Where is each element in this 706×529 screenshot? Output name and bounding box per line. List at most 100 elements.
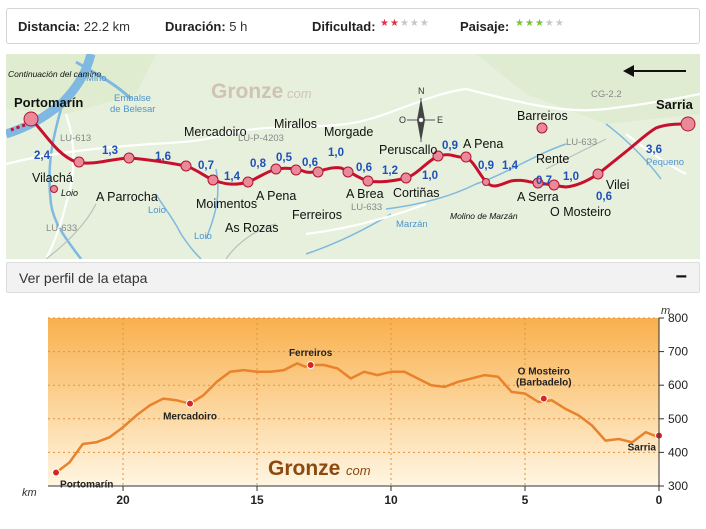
profile-point-label: Sarria bbox=[628, 443, 657, 454]
place-marker[interactable] bbox=[180, 160, 192, 172]
profile-point-label: Portomarín bbox=[60, 480, 113, 491]
place-portomarin[interactable]: Portomarín bbox=[14, 95, 84, 110]
star-icon: ★ bbox=[409, 18, 420, 29]
place-a-serra[interactable]: A Serra bbox=[517, 190, 559, 204]
place-marker[interactable] bbox=[342, 166, 354, 178]
profile-section-header[interactable]: Ver perfil de la etapa − bbox=[6, 262, 700, 293]
profile-point-sublabel: (Barbadelo) bbox=[516, 378, 572, 389]
road-lu633-a: LU-633 bbox=[46, 223, 78, 234]
road-cg22: CG-2.2 bbox=[591, 89, 622, 100]
place-ferreiros[interactable]: Ferreiros bbox=[292, 208, 343, 222]
place-marker[interactable] bbox=[536, 122, 548, 134]
place-mercadoiro[interactable]: Mercadoiro bbox=[184, 125, 247, 139]
place-marker[interactable] bbox=[548, 179, 560, 191]
place-marker[interactable] bbox=[592, 168, 604, 180]
y-tick-label: 500 bbox=[668, 412, 688, 426]
place-marker[interactable] bbox=[23, 111, 39, 127]
place-vilacha[interactable]: Vilachá bbox=[32, 171, 73, 185]
place-marker[interactable] bbox=[73, 156, 85, 168]
profile-brand-suffix: com bbox=[346, 463, 371, 478]
place-loio[interactable]: Loio bbox=[61, 188, 79, 198]
difficulty-stat: Dificultad: bbox=[312, 19, 376, 34]
roads-grey bbox=[45, 138, 607, 259]
place-as-rozas[interactable]: As Rozas bbox=[225, 221, 279, 235]
place-marker[interactable] bbox=[207, 174, 219, 186]
y-axis-label: m bbox=[661, 305, 670, 317]
place-marker[interactable] bbox=[482, 178, 490, 186]
map-canvas: Gronze com N O E bbox=[6, 54, 700, 259]
profile-header-title[interactable]: Ver perfil de la etapa bbox=[19, 270, 148, 286]
y-tick-label: 600 bbox=[668, 378, 688, 392]
duration-value: 5 h bbox=[229, 19, 248, 34]
segment-distance: 0,5 bbox=[276, 152, 292, 164]
place-vilei[interactable]: Vilei bbox=[606, 178, 630, 192]
place-marker[interactable] bbox=[312, 166, 324, 178]
profile-point bbox=[52, 468, 61, 477]
segment-distance: 1,4 bbox=[224, 171, 240, 183]
place-moimentos[interactable]: Moimentos bbox=[196, 197, 258, 211]
place-marker[interactable] bbox=[432, 150, 444, 162]
x-tick-label: 20 bbox=[116, 493, 130, 507]
road-lu633-c: LU-633 bbox=[566, 137, 598, 148]
place-rente[interactable]: Rente bbox=[536, 152, 570, 166]
profile-point bbox=[539, 394, 548, 403]
elevation-profile-svg: Gronze com Portomarín Mercadoiro Ferreiros… bbox=[22, 305, 688, 507]
water-loio-2: Loio bbox=[194, 231, 212, 242]
plot-area bbox=[48, 318, 659, 486]
segment-distance: 0,8 bbox=[250, 158, 266, 170]
place-marker[interactable] bbox=[400, 172, 412, 184]
segment-distance: 1,3 bbox=[102, 145, 118, 157]
landscape-stat: Paisaje: bbox=[460, 19, 509, 34]
collapse-toggle-button[interactable]: − bbox=[675, 266, 687, 288]
place-a-brea[interactable]: A Brea bbox=[346, 187, 384, 201]
place-a-pena-2[interactable]: A Pena bbox=[463, 137, 504, 151]
compass-n: N bbox=[418, 86, 425, 96]
place-molino[interactable]: Molino de Marzán bbox=[450, 211, 518, 221]
place-sarria[interactable]: Sarria bbox=[656, 97, 693, 112]
place-marker[interactable] bbox=[680, 116, 696, 132]
map-brand: Gronze bbox=[211, 80, 283, 103]
landscape-rating-stars: ★★★★★ bbox=[515, 18, 565, 29]
place-cortinas[interactable]: Cortiñas bbox=[393, 186, 440, 200]
x-tick-label: 10 bbox=[384, 493, 398, 507]
place-morgade[interactable]: Morgade bbox=[324, 125, 374, 139]
place-o-mosteiro[interactable]: O Mosteiro bbox=[550, 205, 612, 219]
water-mino: Miño bbox=[86, 73, 107, 84]
place-barreiros[interactable]: Barreiros bbox=[517, 109, 568, 123]
star-icon: ★ bbox=[524, 18, 535, 29]
place-marker[interactable] bbox=[123, 152, 135, 164]
duration-stat: Duración: 5 h bbox=[165, 19, 247, 34]
direction-arrow-icon bbox=[623, 65, 686, 77]
water-loio: Loio bbox=[148, 205, 166, 216]
segment-distance: 1,0 bbox=[422, 170, 438, 182]
profile-point-label: Ferreiros bbox=[289, 348, 333, 359]
place-marker[interactable] bbox=[242, 176, 254, 188]
place-marker[interactable] bbox=[50, 185, 58, 193]
profile-point-label: Mercadoiro bbox=[163, 412, 217, 423]
continuation-label: Continuación del camino bbox=[8, 69, 102, 79]
segment-distance: 1,6 bbox=[155, 151, 171, 163]
place-peruscallo[interactable]: Peruscallo bbox=[379, 143, 438, 157]
star-icon: ★ bbox=[380, 18, 390, 29]
place-a-parrocha[interactable]: A Parrocha bbox=[96, 190, 158, 204]
segment-distance: 0,6 bbox=[596, 191, 612, 203]
profile-point-label: O Mosteiro bbox=[518, 367, 570, 378]
place-marker[interactable] bbox=[362, 175, 374, 187]
star-icon: ★ bbox=[534, 18, 545, 29]
place-mirallos[interactable]: Mirallos bbox=[274, 117, 318, 131]
place-marker[interactable] bbox=[460, 151, 472, 163]
place-a-pena-1[interactable]: A Pena bbox=[256, 189, 297, 203]
stage-route-map[interactable]: Gronze com N O E Continuación del camino… bbox=[6, 54, 700, 259]
road-lu613: LU-613 bbox=[60, 133, 92, 144]
x-tick-label: 5 bbox=[522, 493, 529, 507]
segment-distance: 0,7 bbox=[198, 160, 214, 172]
place-markers bbox=[23, 111, 696, 193]
duration-label: Duración: bbox=[165, 19, 226, 34]
place-marker[interactable] bbox=[270, 163, 282, 175]
place-marker[interactable] bbox=[290, 164, 302, 176]
water-embalse-2: de Belesar bbox=[110, 104, 156, 115]
water-pequeno: Pequeno bbox=[646, 157, 685, 168]
profile-point bbox=[306, 361, 315, 370]
water-marzan: Marzán bbox=[396, 219, 428, 230]
place-marker[interactable] bbox=[532, 177, 544, 189]
